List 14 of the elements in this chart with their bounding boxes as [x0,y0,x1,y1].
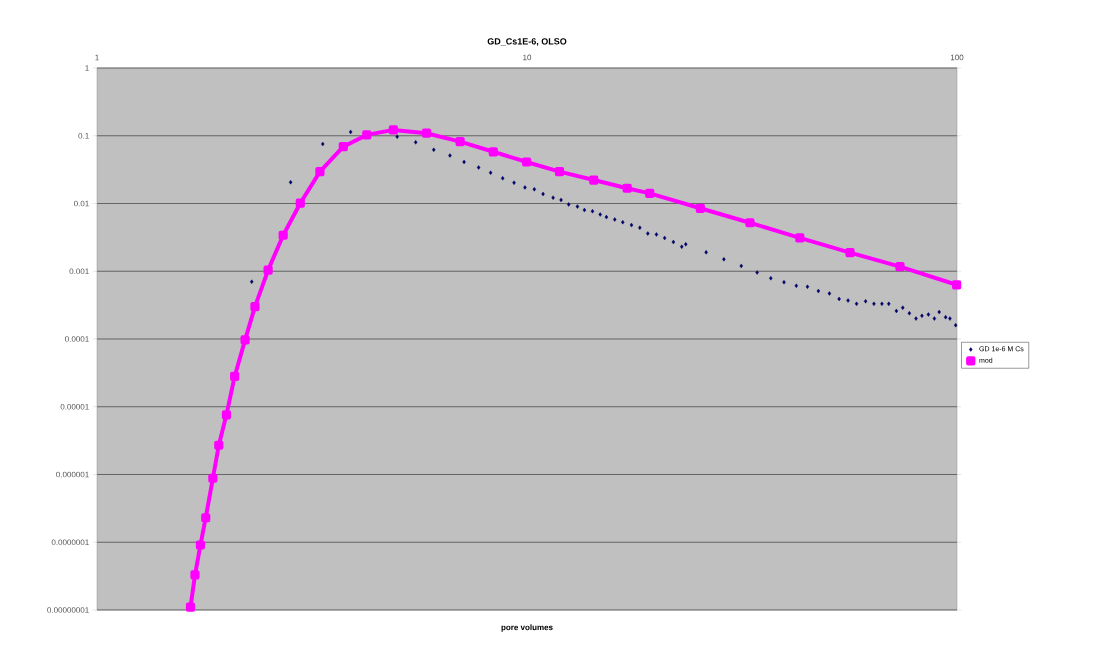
y-tick-label: 0.0001 [65,336,89,342]
x-tick-label: 10 [523,54,532,61]
y-tick-label: 0.01 [73,200,89,207]
y-tick-label: 1 [85,65,89,71]
x-tick-label: 1 [95,54,99,61]
chart-title: GD_Cs1E-6, OLSO [487,38,567,46]
x-axis-title: pore volumes [501,624,553,632]
x-tick-label: 100 [950,54,964,61]
y-tick-label: 0.00001 [60,403,89,410]
y-tick-label: 0.1 [78,132,89,139]
y-tick-label: 0.000001 [56,471,89,478]
y-tick-label: 0.001 [69,268,89,275]
y-tick-label: 0.0000001 [51,539,89,546]
y-tick-label: 0.00000001 [47,607,89,613]
